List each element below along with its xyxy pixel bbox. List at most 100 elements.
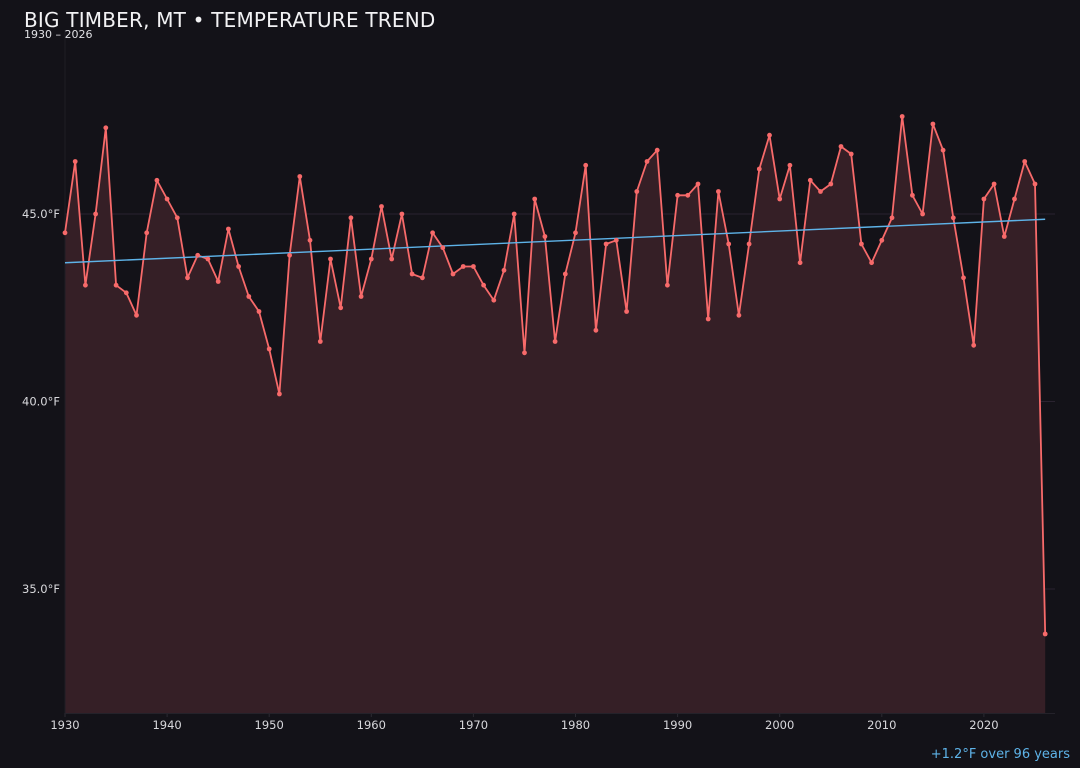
x-tick-label: 2010 <box>867 718 896 732</box>
data-point <box>72 159 78 164</box>
data-point <box>430 230 435 236</box>
data-point <box>123 290 129 296</box>
data-point <box>920 211 925 217</box>
data-point <box>593 327 599 333</box>
data-point <box>62 230 68 236</box>
data-point <box>307 237 313 243</box>
y-tick-label: 40.0°F <box>22 395 60 409</box>
data-point <box>950 215 956 221</box>
data-point <box>491 297 497 303</box>
data-point <box>195 252 201 258</box>
data-point <box>215 279 221 284</box>
data-point <box>726 241 732 247</box>
data-point <box>777 196 783 202</box>
data-point <box>573 230 578 236</box>
data-markers <box>62 114 1048 637</box>
data-point <box>83 282 88 288</box>
data-point <box>501 267 507 273</box>
data-point <box>910 192 915 198</box>
data-point <box>562 271 568 277</box>
trend-annotation: +1.2°F over 96 years <box>930 747 1070 762</box>
x-tick-label: 1970 <box>459 718 488 732</box>
data-point <box>379 204 384 209</box>
data-point <box>389 256 395 262</box>
data-point <box>164 196 170 202</box>
data-point <box>981 196 987 202</box>
data-point <box>818 189 823 194</box>
y-tick-label: 45.0°F <box>22 207 60 221</box>
x-tick-label: 2000 <box>765 718 794 732</box>
data-point <box>1022 159 1028 164</box>
data-point <box>961 275 966 281</box>
chart-subtitle: 1930 – 2026 <box>24 28 93 41</box>
data-point <box>185 275 190 281</box>
data-point <box>838 144 844 149</box>
data-point <box>358 294 364 299</box>
data-point <box>471 264 476 269</box>
data-point <box>399 211 405 217</box>
x-tick-label: 1930 <box>50 718 79 732</box>
data-point <box>522 350 527 356</box>
data-point <box>409 271 415 277</box>
data-point <box>624 309 629 314</box>
data-point <box>277 391 282 397</box>
data-point <box>634 189 640 194</box>
data-point <box>113 282 119 288</box>
data-point <box>695 181 701 187</box>
data-point <box>532 196 538 202</box>
x-tick-label: 1940 <box>152 718 181 732</box>
data-point <box>1042 631 1048 637</box>
data-point <box>348 215 354 221</box>
data-point <box>613 237 619 243</box>
data-point <box>328 256 333 262</box>
x-tick-label: 1990 <box>663 718 692 732</box>
y-tick-label: 35.0°F <box>22 582 60 596</box>
data-point <box>848 151 854 157</box>
chart-title: BIG TIMBER, MT • TEMPERATURE TREND <box>24 8 436 32</box>
x-tick-label: 1950 <box>255 718 284 732</box>
data-point <box>971 342 977 348</box>
data-point <box>859 241 864 247</box>
data-point <box>287 252 292 258</box>
data-point <box>174 215 180 221</box>
data-point <box>940 147 946 153</box>
data-point <box>685 192 691 198</box>
data-point <box>746 241 752 247</box>
data-point <box>103 125 109 131</box>
data-point <box>93 211 98 217</box>
data-point <box>756 166 762 172</box>
data-point <box>716 189 721 194</box>
data-point <box>1001 234 1007 239</box>
data-point <box>481 282 486 288</box>
data-point <box>205 256 211 262</box>
data-point <box>797 260 803 266</box>
data-point <box>1032 181 1038 187</box>
data-point <box>930 121 936 127</box>
data-point <box>236 264 242 269</box>
data-point <box>644 159 650 164</box>
data-point <box>420 275 425 281</box>
data-point <box>317 339 323 344</box>
data-point <box>736 312 742 318</box>
data-point <box>542 234 548 239</box>
x-tick-label: 2020 <box>969 718 998 732</box>
data-point <box>899 114 905 119</box>
trend-line <box>64 218 1046 264</box>
data-point <box>654 147 660 153</box>
data-point <box>511 211 517 217</box>
data-point <box>552 339 558 344</box>
data-point <box>675 192 680 198</box>
y-axis-labels: 35.0°F 40.0°F 45.0°F <box>22 207 60 596</box>
data-point <box>440 245 446 251</box>
area-fill <box>65 116 1046 713</box>
data-point <box>869 260 874 266</box>
x-tick-label: 1980 <box>561 718 590 732</box>
x-tick-label: 1960 <box>357 718 386 732</box>
data-point <box>256 309 262 314</box>
data-point <box>144 230 150 236</box>
data-point <box>583 162 589 168</box>
data-point <box>603 241 609 247</box>
data-point <box>1012 196 1017 202</box>
data-point <box>787 162 793 168</box>
